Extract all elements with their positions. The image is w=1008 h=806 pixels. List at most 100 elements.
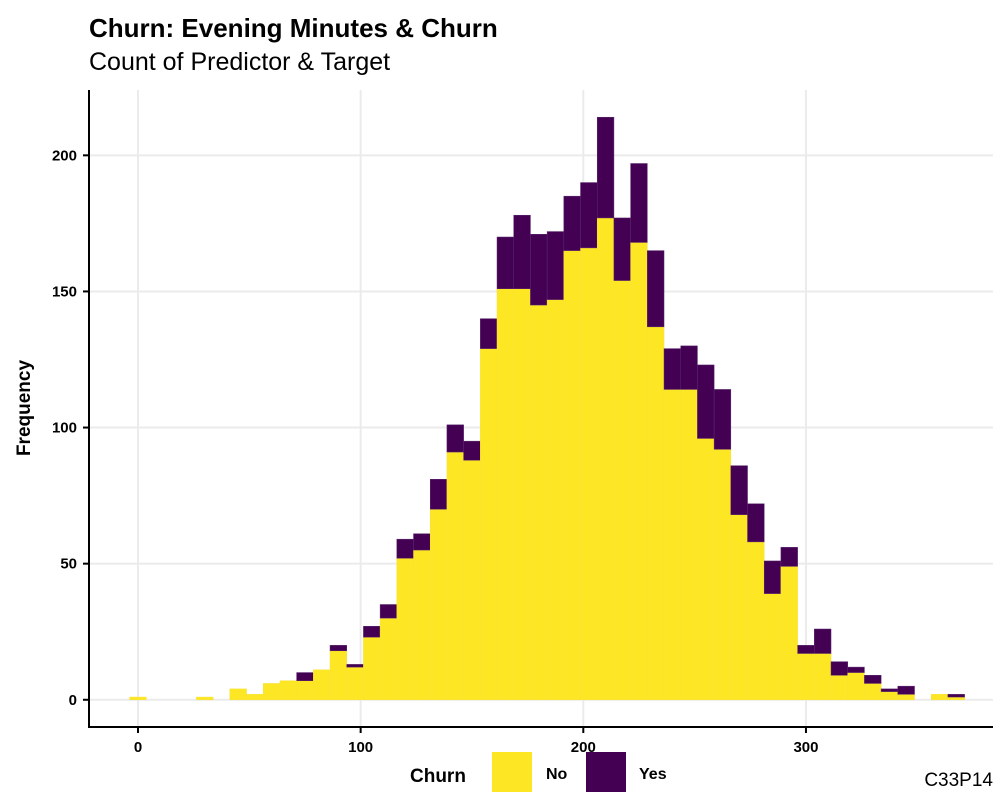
bar-yes [647,250,665,328]
bar-yes [446,424,464,453]
bar-no [480,348,498,701]
bar-no [363,636,381,701]
legend-key-yes [586,752,626,792]
bar-yes [797,645,815,654]
bar-yes [363,626,381,638]
bar-yes [513,214,531,289]
bar-no [880,691,899,701]
bar-yes [329,645,347,652]
bar-yes [730,465,748,515]
bar-yes [563,195,581,251]
axes [83,90,993,733]
bar-yes [713,389,732,450]
legend: Churn No Yes [410,752,667,792]
bar-no [129,696,147,701]
bar-no [663,389,681,701]
x-tick-label: 200 [571,739,596,756]
y-tick-label: 50 [60,556,77,573]
bar-no [847,672,865,701]
bar-yes [697,364,715,439]
bar-no [429,508,448,701]
legend-key-no [492,752,532,792]
bar-no [346,666,364,701]
legend-label-yes: Yes [639,766,667,783]
bar-no [947,696,965,701]
bar-yes [763,560,782,594]
bar-yes [680,345,698,390]
bar-yes [296,672,314,681]
bar-no [463,459,481,701]
bar-no [513,288,531,701]
bar-no [630,242,648,701]
x-tick-labels: 0 100 200 300 [134,739,819,756]
bar-no [530,304,548,701]
bar-yes [346,664,364,668]
bar-yes [379,604,398,619]
x-tick-label: 300 [793,739,818,756]
bar-no [697,438,715,701]
bar-no [780,566,798,701]
bars [129,116,965,701]
bar-no [313,669,331,701]
legend-label-no: No [546,766,568,783]
bar-no [763,593,782,701]
bar-no [713,449,732,701]
y-axis-title: Frequency [14,360,35,457]
bar-yes [814,628,832,654]
bar-no [446,451,464,701]
bar-yes [580,182,598,249]
y-tick-labels: 0 50 100 150 200 [52,147,77,708]
bar-no [296,680,314,701]
chart-caption: C33P14 [924,770,993,791]
bar-yes [780,547,798,567]
chart-subtitle: Count of Predictor & Target [89,48,390,76]
bar-yes [663,348,681,390]
bar-no [413,549,431,701]
bar-no [396,557,414,701]
bar-yes [947,694,965,698]
bar-no [279,680,297,701]
y-tick-label: 0 [69,692,77,709]
bar-yes [830,661,848,676]
bar-no [897,694,915,701]
y-tick-label: 150 [52,283,77,300]
bar-no [563,250,581,701]
chart-title: Churn: Evening Minutes & Churn [89,13,498,43]
bar-yes [747,503,765,543]
bar-no [647,326,665,701]
x-tick-label: 100 [348,739,373,756]
bar-no [229,688,247,701]
x-tick-label: 0 [134,739,142,756]
bar-no [797,653,815,701]
bar-yes [413,533,431,551]
bar-no [246,694,264,701]
bar-yes [530,234,548,306]
bar-no [730,514,748,701]
bar-no [814,653,832,701]
bar-yes [880,688,899,692]
bar-yes [480,318,498,349]
bar-no [680,389,698,701]
bar-yes [596,116,615,219]
bar-no [613,280,631,701]
bar-no [196,696,214,701]
bar-yes [546,231,565,300]
bar-no [329,650,347,701]
bar-no [930,694,949,701]
bar-no [580,247,598,701]
y-tick-label: 100 [52,420,77,437]
bar-yes [396,538,414,559]
bar-yes [897,685,915,695]
bar-no [379,617,398,701]
bar-no [496,288,514,701]
bar-yes [463,440,481,461]
y-tick-label: 200 [52,147,77,164]
bar-no [747,541,765,701]
bar-no [546,299,565,701]
bar-yes [613,217,631,281]
bar-yes [847,666,865,673]
bar-yes [496,236,514,289]
bar-yes [630,163,648,243]
bar-yes [864,675,882,684]
